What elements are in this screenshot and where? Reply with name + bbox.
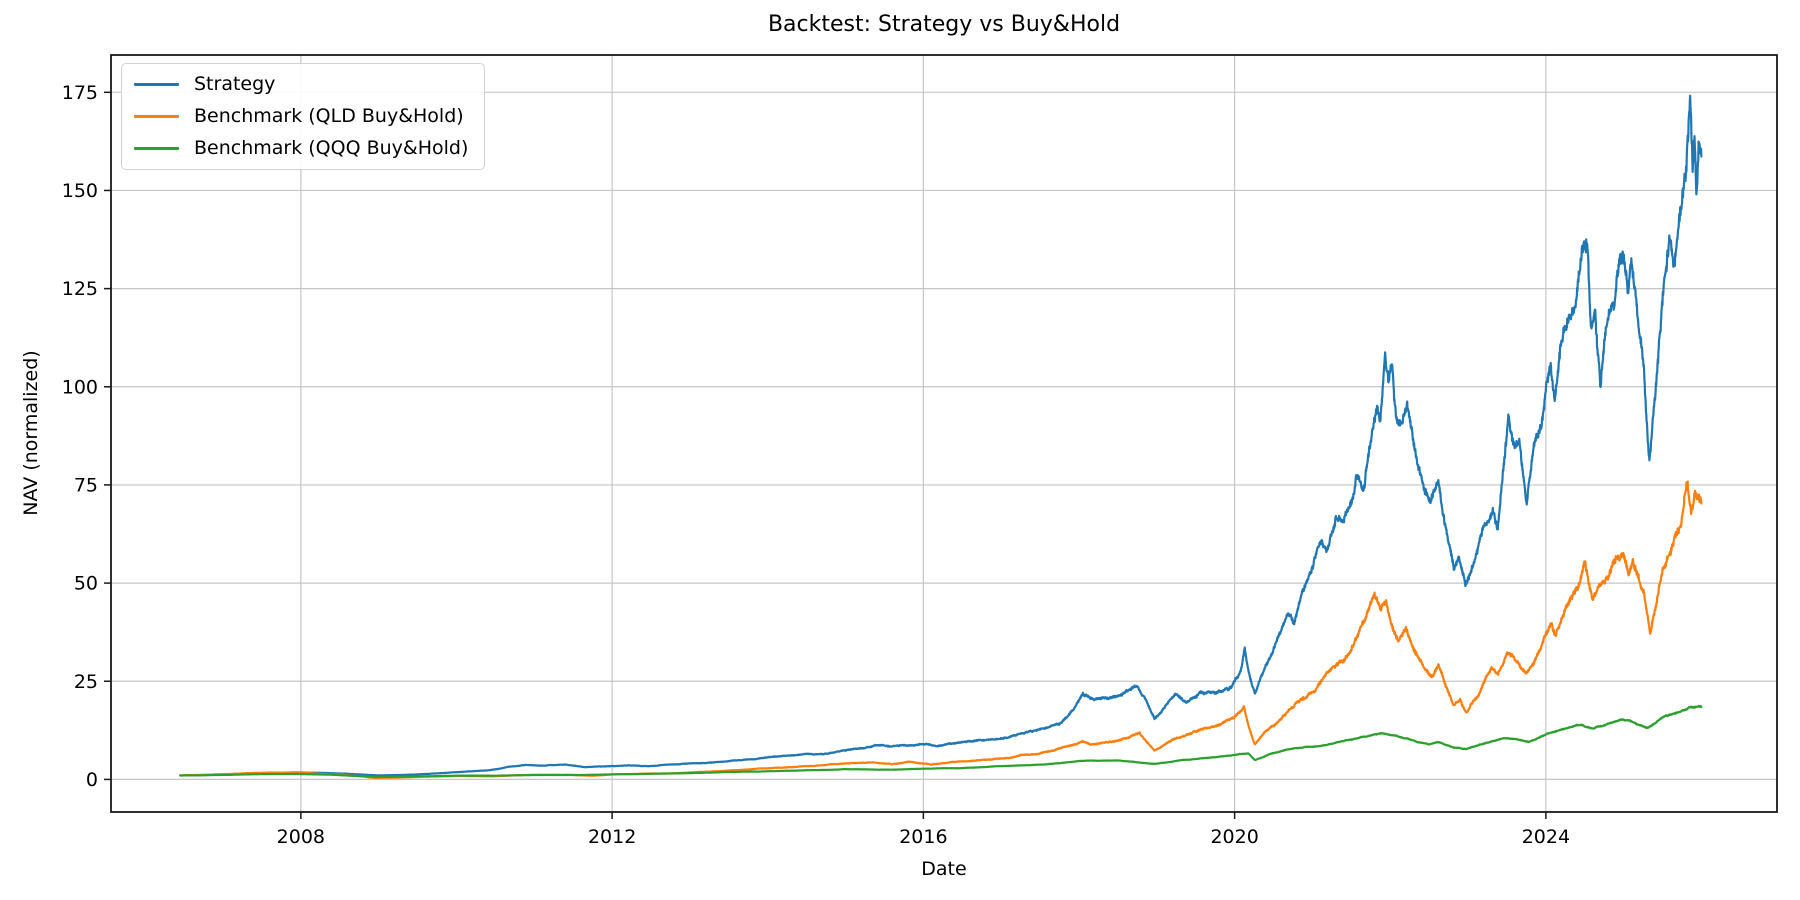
x-tick-label: 2008 (277, 826, 325, 848)
x-axis-label: Date (921, 858, 967, 880)
grid (111, 55, 1777, 812)
series-line-benchmark-qqq-buy-hold (179, 704, 1703, 779)
y-tick-label: 0 (86, 769, 98, 791)
legend-item-strategy: Strategy (134, 73, 468, 96)
chart-title: Backtest: Strategy vs Buy&Hold (767, 12, 1121, 37)
y-axis-label: NAV (normalized) (20, 350, 42, 516)
legend-item-qqq-benchmark: Benchmark (QQQ Buy&Hold) (134, 137, 468, 160)
series-line-strategy (179, 94, 1703, 777)
legend-label-strategy: Strategy (194, 73, 276, 95)
x-tick-label: 2024 (1522, 826, 1570, 848)
series-lines (179, 94, 1703, 779)
y-tick-label: 125 (62, 278, 98, 300)
axes-spines (110, 54, 1778, 813)
legend-item-qld-benchmark: Benchmark (QLD Buy&Hold) (134, 105, 468, 128)
legend-label-qld-benchmark: Benchmark (QLD Buy&Hold) (194, 105, 464, 127)
legend-label-qqq-benchmark: Benchmark (QQQ Buy&Hold) (194, 137, 469, 159)
qqq-benchmark-line-swatch (134, 146, 179, 151)
axis-ticks (104, 91, 1547, 819)
y-tick-label: 25 (74, 671, 98, 693)
axis-tick-labels: 2008 2012 2016 2020 2024 0 25 50 75 100 125 150 175 (62, 82, 1570, 848)
legend: Strategy Benchmark (QLD Buy&Hold) Benchm… (121, 63, 486, 170)
x-tick-label: 2016 (899, 826, 947, 848)
series-line-benchmark-qld-buy-hold (179, 480, 1703, 779)
x-tick-label: 2012 (588, 826, 636, 848)
qld-benchmark-line-swatch (134, 114, 179, 119)
strategy-line-swatch (134, 82, 179, 87)
y-tick-label: 175 (62, 82, 98, 104)
y-tick-label: 50 (74, 573, 98, 595)
y-tick-label: 150 (62, 180, 98, 202)
y-tick-label: 100 (62, 376, 98, 398)
y-tick-label: 75 (74, 474, 98, 496)
x-tick-label: 2020 (1210, 826, 1258, 848)
